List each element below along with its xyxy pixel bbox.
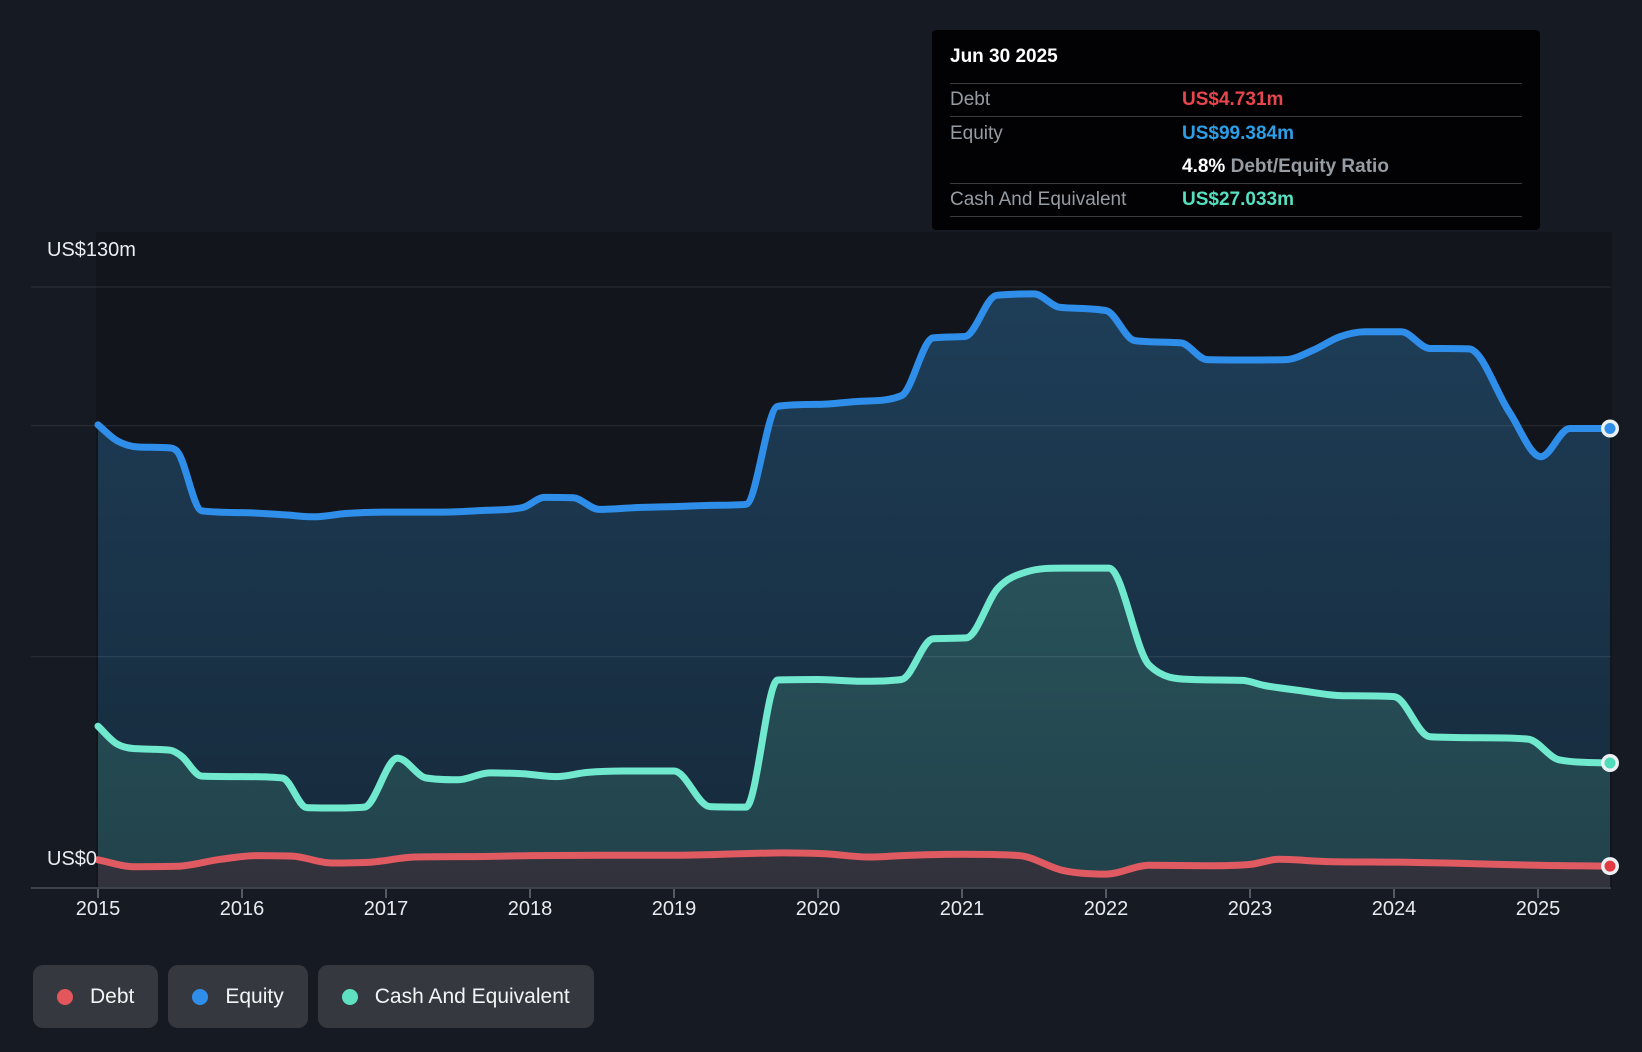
tooltip-equity-row: Equity US$99.384m (950, 117, 1522, 150)
x-tick-label: 2018 (507, 898, 553, 920)
tooltip-ratio-value: 4.8% Debt/Equity Ratio (1182, 155, 1389, 177)
x-tick-label: 2023 (1227, 898, 1273, 920)
y-axis-zero-label: US$0 (47, 848, 98, 870)
tooltip-cash-row: Cash And Equivalent US$27.033m (950, 184, 1522, 217)
y-axis-max-label: US$130m (47, 239, 136, 261)
legend-debt-label: Debt (90, 984, 135, 1008)
x-tick-label: 2025 (1515, 898, 1561, 920)
cash-dot-icon (341, 988, 358, 1005)
tooltip-equity-value: US$99.384m (1182, 122, 1294, 144)
x-tick-label: 2019 (651, 898, 697, 920)
tooltip-ratio-label: Debt/Equity Ratio (1230, 155, 1389, 177)
x-tick-label: 2015 (75, 898, 121, 920)
legend-item-equity[interactable]: Equity (168, 965, 308, 1028)
x-tick-label: 2024 (1371, 898, 1417, 920)
x-tick-label: 2021 (939, 898, 985, 920)
tooltip-debt-row: Debt US$4.731m (950, 84, 1522, 117)
x-tick-label: 2017 (363, 898, 409, 920)
legend-cash-label: Cash And Equivalent (374, 984, 570, 1008)
tooltip-equity-label: Equity (950, 122, 1003, 144)
x-tick-label: 2022 (1083, 898, 1129, 920)
tooltip-cash-label: Cash And Equivalent (950, 189, 1127, 210)
tooltip-debt-value: US$4.731m (1182, 89, 1284, 110)
x-tick-label: 2020 (795, 898, 841, 920)
x-tick-label: 2016 (219, 898, 265, 920)
legend-item-debt[interactable]: Debt (33, 965, 159, 1028)
equity-dot-icon (192, 988, 209, 1005)
tooltip-ratio-row: 4.8% Debt/Equity Ratio (950, 150, 1522, 184)
chart-legend: Debt Equity Cash And Equivalent (33, 965, 594, 1028)
tooltip-debt-label: Debt (950, 89, 991, 110)
chart-tooltip: Jun 30 2025 Debt US$4.731m Equity US$99.… (932, 30, 1540, 230)
tooltip-date: Jun 30 2025 (950, 30, 1522, 84)
debt-dot-icon (57, 988, 73, 1005)
legend-equity-label: Equity (225, 984, 284, 1008)
tooltip-cash-value: US$27.033m (1182, 189, 1294, 210)
legend-item-cash[interactable]: Cash And Equivalent (317, 965, 594, 1028)
